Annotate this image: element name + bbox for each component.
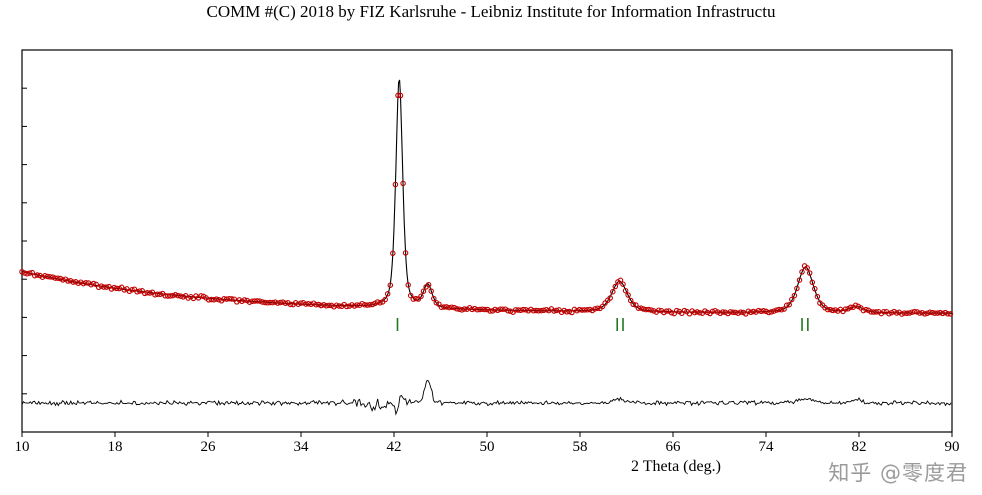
x-tick-label: 26 [201,439,217,455]
x-tick-label: 74 [759,439,775,455]
x-axis-label: 2 Theta (deg.) [631,458,721,475]
x-tick-label: 10 [15,439,30,455]
x-tick-label: 50 [480,439,495,455]
bragg-tick-marks [396,318,809,331]
observed-data-points [19,92,954,317]
x-tick-label: 42 [387,439,402,455]
x-tick-label: 66 [666,439,682,455]
x-tick-label: 82 [852,439,867,455]
x-tick-label: 90 [945,439,960,455]
xrd-chart: 10 18 26 34 42 50 58 66 74 82 90 [15,49,960,455]
x-axis-ticks: 10 18 26 34 42 50 58 66 74 82 90 [15,432,960,455]
calculated-curve [21,79,952,314]
x-tick-label: 34 [294,439,310,455]
y-axis-ticks [22,49,27,433]
plot-border [21,49,953,433]
watermark: 知乎 @零度君 [828,461,968,485]
difference-curve [21,379,952,416]
x-tick-label: 58 [573,439,588,455]
page-title: COMM #(C) 2018 by FIZ Karlsruhe - Leibni… [206,2,776,21]
x-tick-label: 18 [108,439,123,455]
